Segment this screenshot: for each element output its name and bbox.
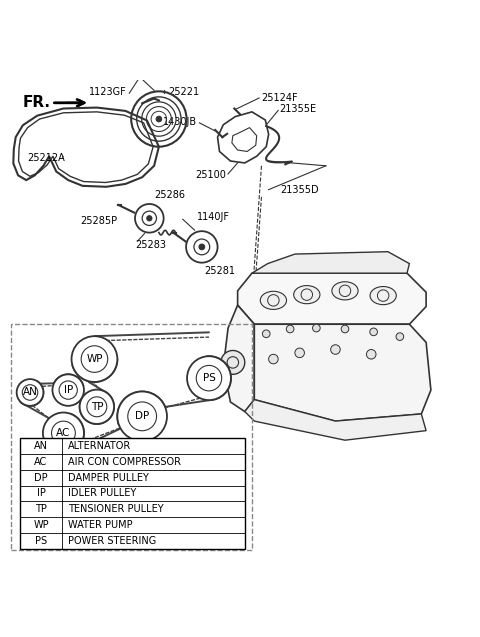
Circle shape [263, 330, 270, 338]
Text: 25281: 25281 [204, 266, 235, 276]
Text: WATER PUMP: WATER PUMP [68, 520, 133, 530]
Text: 25212A: 25212A [28, 153, 65, 163]
Bar [20, 438, 245, 548]
Text: AN: AN [23, 387, 37, 397]
Circle shape [331, 345, 340, 354]
Circle shape [312, 324, 320, 332]
Polygon shape [254, 324, 431, 421]
Text: 25100: 25100 [195, 170, 226, 180]
Circle shape [221, 350, 245, 375]
Text: WP: WP [86, 354, 103, 364]
Ellipse shape [370, 287, 396, 304]
Circle shape [187, 356, 231, 400]
Circle shape [341, 325, 349, 333]
Text: PS: PS [35, 536, 47, 546]
Polygon shape [252, 252, 409, 273]
Text: IDLER PULLEY: IDLER PULLEY [68, 489, 136, 498]
Circle shape [17, 379, 43, 406]
Text: IP: IP [36, 489, 46, 498]
Ellipse shape [332, 282, 358, 300]
Text: 1123GF: 1123GF [89, 87, 127, 97]
Circle shape [135, 204, 164, 233]
Text: 21355E: 21355E [280, 104, 317, 115]
Circle shape [199, 244, 204, 250]
Circle shape [286, 325, 294, 333]
Text: 1430JB: 1430JB [163, 117, 197, 127]
Text: 25285P: 25285P [80, 216, 117, 225]
Text: PS: PS [203, 373, 216, 383]
Text: POWER STEERING: POWER STEERING [68, 536, 156, 546]
Circle shape [194, 239, 210, 255]
Text: IP: IP [63, 385, 73, 395]
Circle shape [142, 211, 156, 225]
Text: AC: AC [35, 457, 48, 467]
Text: ALTERNATOR: ALTERNATOR [68, 441, 132, 451]
Text: FR.: FR. [23, 96, 51, 110]
Text: WP: WP [33, 520, 49, 530]
Text: 1140JF: 1140JF [197, 212, 230, 222]
Ellipse shape [260, 291, 287, 310]
Circle shape [295, 348, 304, 357]
Circle shape [186, 231, 217, 262]
Circle shape [370, 328, 377, 336]
Circle shape [43, 413, 84, 454]
Text: TP: TP [35, 504, 47, 514]
Circle shape [117, 392, 167, 441]
Text: AC: AC [56, 428, 71, 438]
Text: AN: AN [34, 441, 48, 451]
Text: 25221: 25221 [168, 87, 200, 97]
Text: TP: TP [91, 402, 103, 412]
Circle shape [269, 354, 278, 364]
Text: TENSIONER PULLEY: TENSIONER PULLEY [68, 504, 164, 514]
Polygon shape [238, 273, 426, 324]
Circle shape [396, 333, 404, 340]
Text: AIR CON COMPRESSOR: AIR CON COMPRESSOR [68, 457, 181, 467]
Text: DP: DP [34, 473, 48, 483]
Circle shape [147, 216, 152, 221]
Text: 21355D: 21355D [281, 185, 319, 195]
Circle shape [366, 350, 376, 359]
Ellipse shape [294, 285, 320, 304]
Circle shape [80, 390, 114, 424]
Circle shape [72, 336, 117, 382]
Text: 25283: 25283 [135, 240, 166, 250]
Text: DAMPER PULLEY: DAMPER PULLEY [68, 473, 149, 483]
Polygon shape [223, 305, 254, 412]
Text: DP: DP [135, 412, 149, 421]
Circle shape [156, 117, 162, 122]
Polygon shape [245, 399, 426, 440]
Text: 25124F: 25124F [262, 92, 298, 103]
Circle shape [52, 375, 84, 406]
Text: 25286: 25286 [154, 190, 185, 201]
